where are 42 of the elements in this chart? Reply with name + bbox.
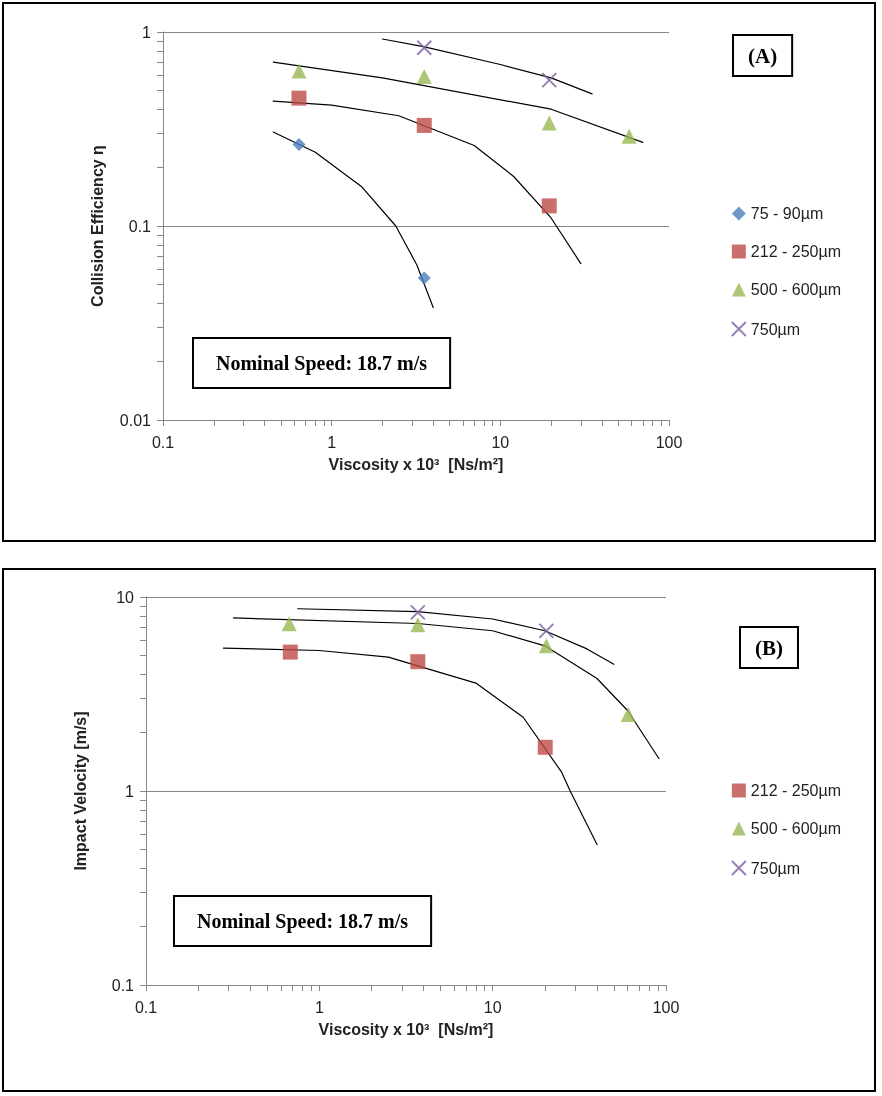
x-tick-label: 1 [314,998,324,1016]
point [281,616,297,632]
x-tick-label: 1 [327,433,337,451]
legend-label: 212 - 250µm [750,243,841,260]
point [416,117,432,133]
x-tick-label: 10 [491,433,510,451]
legend-label: 75 - 90µm [750,205,824,222]
point [538,638,554,654]
y-axis-title: Impact Velocity [m/s] [71,711,89,871]
y-tick-label: 0.1 [111,976,135,994]
point [291,63,307,79]
y-tick-label: 0.1 [128,217,152,235]
text: (B) [755,635,783,660]
annotation: Nominal Speed: 18.7 m/s [197,910,409,933]
y-tick-label: 10 [116,588,135,606]
point [417,271,431,285]
point [416,68,432,84]
point [410,654,426,670]
text: (A) [748,43,778,68]
annotation: Nominal Speed: 18.7 m/s [216,352,428,375]
legend-label: 212 - 250µm [750,782,841,799]
y-tick-label: 0.01 [119,411,152,429]
x-axis-title: Viscosity x 10³ [Ns/m²] [318,1020,494,1038]
x-tick-label: 100 [652,998,680,1016]
point [291,90,307,106]
y-tick-label: 1 [125,782,135,800]
x-tick-label: 10 [483,998,502,1016]
legend-label: 500 - 600µm [750,281,841,298]
point [541,115,557,131]
point [292,138,306,152]
point [537,739,553,755]
x-tick-label: 100 [655,433,683,451]
point [541,198,557,214]
legend-label: 750µm [750,859,801,877]
point [410,617,426,633]
x-tick-label: 0.1 [151,433,175,451]
point [282,644,298,660]
legend-label: 750µm [750,320,801,338]
x-axis-title: Viscosity x 10³ [Ns/m²] [328,455,504,473]
legend-label: 500 - 600µm [750,820,841,837]
y-axis-title: Collision Efficiency η [88,145,106,307]
y-tick-label: 1 [142,23,152,41]
